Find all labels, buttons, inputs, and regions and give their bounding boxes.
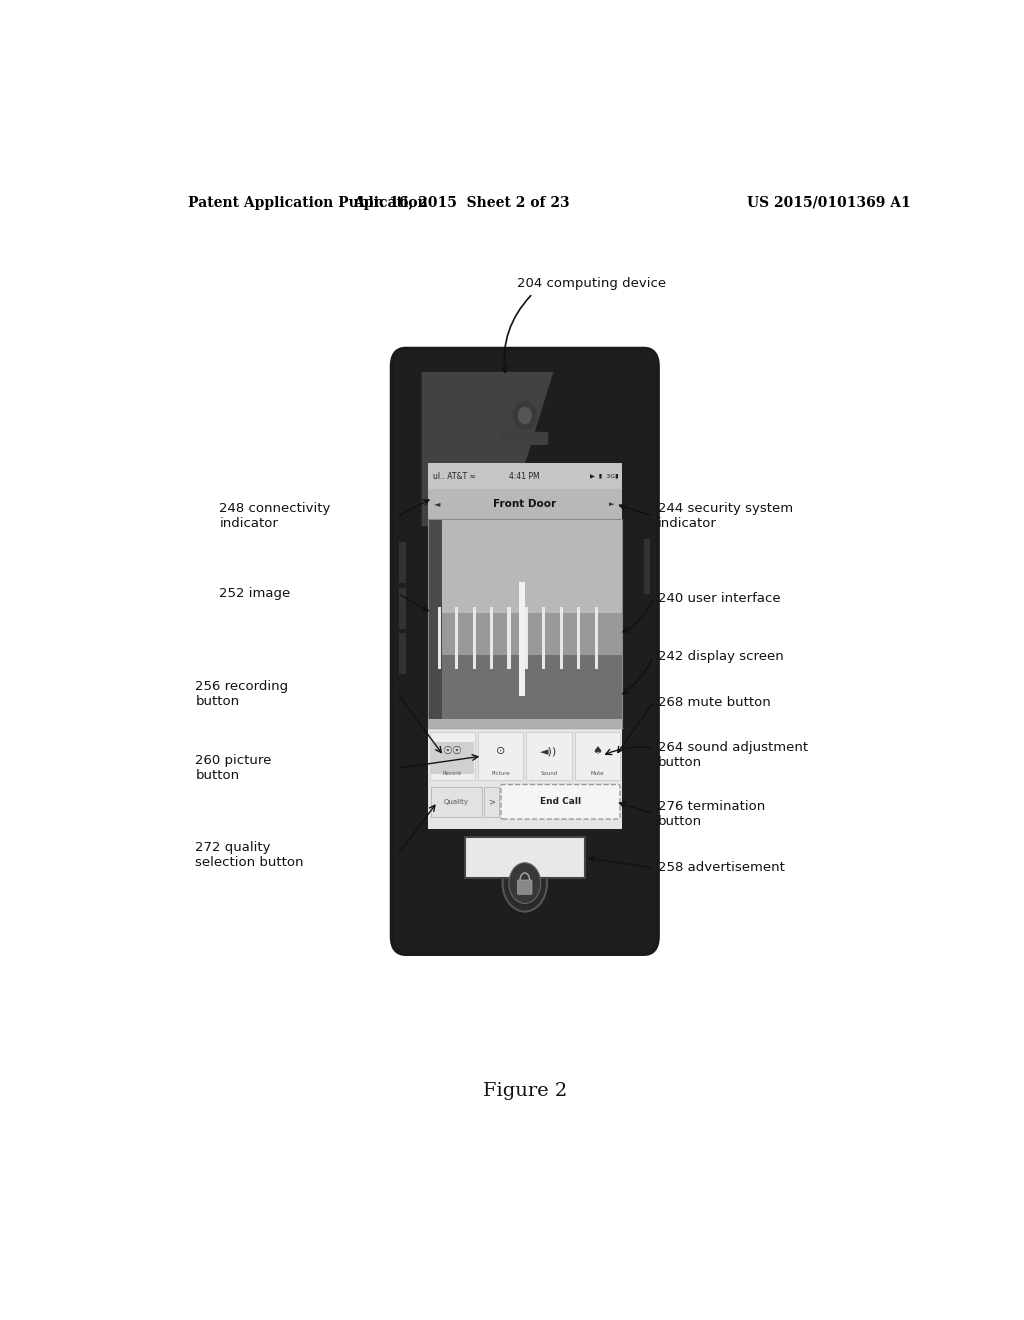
Bar <box>399 587 406 628</box>
Text: Sound: Sound <box>541 771 558 776</box>
Circle shape <box>509 863 541 903</box>
Bar <box>428 463 622 829</box>
Bar <box>519 582 524 697</box>
Text: Record: Record <box>442 771 462 776</box>
Bar <box>489 607 494 669</box>
Text: 276 termination
button: 276 termination button <box>658 800 765 828</box>
Text: 4:41 PM: 4:41 PM <box>510 471 540 480</box>
Bar <box>428 519 442 727</box>
Bar <box>595 607 598 669</box>
Bar <box>578 607 581 669</box>
Text: 258 advertisement: 258 advertisement <box>658 862 785 874</box>
Bar <box>507 607 511 669</box>
Bar <box>431 787 481 817</box>
Text: 272 quality
selection button: 272 quality selection button <box>196 841 304 869</box>
Bar <box>574 731 620 780</box>
Text: 268 mute button: 268 mute button <box>658 696 771 709</box>
Bar <box>428 640 622 727</box>
Bar <box>430 731 475 780</box>
Text: 240 user interface: 240 user interface <box>658 591 780 605</box>
Bar <box>428 519 622 640</box>
Bar <box>428 519 622 727</box>
Text: 264 sound adjustment
button: 264 sound adjustment button <box>658 741 808 770</box>
Bar <box>465 837 585 878</box>
Text: Front Door: Front Door <box>494 499 556 510</box>
Text: 248 connectivity
indicator: 248 connectivity indicator <box>219 502 331 531</box>
Bar <box>428 519 622 727</box>
Bar <box>399 634 406 675</box>
Text: ⊙: ⊙ <box>496 746 505 756</box>
Circle shape <box>503 854 547 912</box>
FancyBboxPatch shape <box>501 784 620 818</box>
Bar <box>524 607 528 669</box>
Bar <box>526 731 571 780</box>
Circle shape <box>514 401 536 430</box>
Text: 204 computing device: 204 computing device <box>517 277 666 290</box>
FancyBboxPatch shape <box>391 348 658 954</box>
Text: US 2015/0101369 A1: US 2015/0101369 A1 <box>748 195 910 210</box>
Bar <box>428 727 622 829</box>
Text: ►: ► <box>609 502 614 507</box>
Bar <box>428 372 622 463</box>
Text: ◄: ◄ <box>434 499 440 508</box>
Text: Picture: Picture <box>492 771 510 776</box>
Bar <box>430 742 474 775</box>
Bar <box>437 607 441 669</box>
Bar <box>455 607 459 669</box>
Text: 260 picture
button: 260 picture button <box>196 754 271 783</box>
FancyBboxPatch shape <box>502 432 548 445</box>
Text: ul.. AT&T ≈: ul.. AT&T ≈ <box>433 471 475 480</box>
Text: Figure 2: Figure 2 <box>482 1082 567 1101</box>
Bar <box>428 612 622 655</box>
Text: >: > <box>488 797 496 807</box>
Text: Apr. 16, 2015  Sheet 2 of 23: Apr. 16, 2015 Sheet 2 of 23 <box>353 195 569 210</box>
Bar <box>428 463 622 488</box>
Bar <box>478 731 523 780</box>
Text: 242 display screen: 242 display screen <box>658 649 784 663</box>
Text: ◄)): ◄)) <box>541 746 558 756</box>
Text: ☉☉: ☉☉ <box>442 746 462 756</box>
Circle shape <box>518 408 531 424</box>
Text: 256 recording
button: 256 recording button <box>196 680 289 708</box>
Polygon shape <box>422 372 553 527</box>
Bar <box>428 719 622 727</box>
Bar <box>484 787 500 817</box>
Bar <box>472 607 476 669</box>
Text: Mute: Mute <box>591 771 604 776</box>
Text: ♠: ♠ <box>593 746 602 756</box>
Text: 244 security system
indicator: 244 security system indicator <box>658 502 794 531</box>
Bar <box>428 488 622 519</box>
Text: Patent Application Publication: Patent Application Publication <box>187 195 427 210</box>
Text: Quality: Quality <box>443 799 469 805</box>
Bar <box>644 539 650 594</box>
Bar <box>399 543 406 583</box>
FancyBboxPatch shape <box>518 880 531 894</box>
Bar <box>543 607 546 669</box>
Text: 252 image: 252 image <box>219 587 291 599</box>
Text: ▶  ▮  3G▮: ▶ ▮ 3G▮ <box>590 474 618 479</box>
Text: End Call: End Call <box>540 797 581 807</box>
Bar <box>560 607 563 669</box>
